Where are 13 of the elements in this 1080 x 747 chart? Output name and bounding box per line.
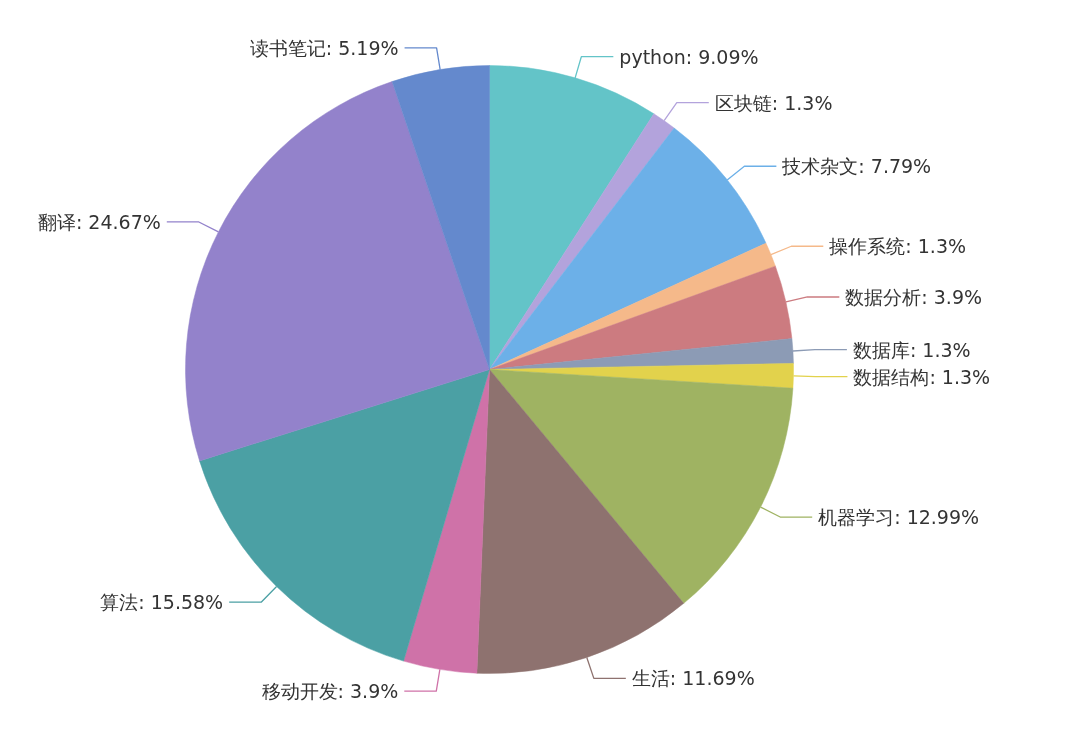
slice-label: 数据结构: 1.3% (853, 365, 991, 388)
slice-label: 翻译: 24.67% (37, 210, 161, 233)
slice-label: 数据库: 1.3% (852, 338, 971, 361)
slice-label: 机器学习: 12.99% (818, 506, 980, 529)
slice-label: 技术杂文: 7.79% (781, 155, 932, 178)
slice-label: 生活: 11.69% (631, 667, 755, 690)
slice-label: python: 9.09% (619, 45, 759, 68)
slice-label: 操作系统: 1.3% (829, 235, 967, 258)
slice-label: 数据分析: 3.9% (845, 285, 983, 308)
slice-label: 算法: 15.58% (100, 591, 224, 614)
slice-label: 区块链: 1.3% (714, 91, 833, 114)
slice-label: 移动开发: 3.9% (261, 680, 399, 703)
slice-label: 读书笔记: 5.19% (249, 36, 399, 59)
